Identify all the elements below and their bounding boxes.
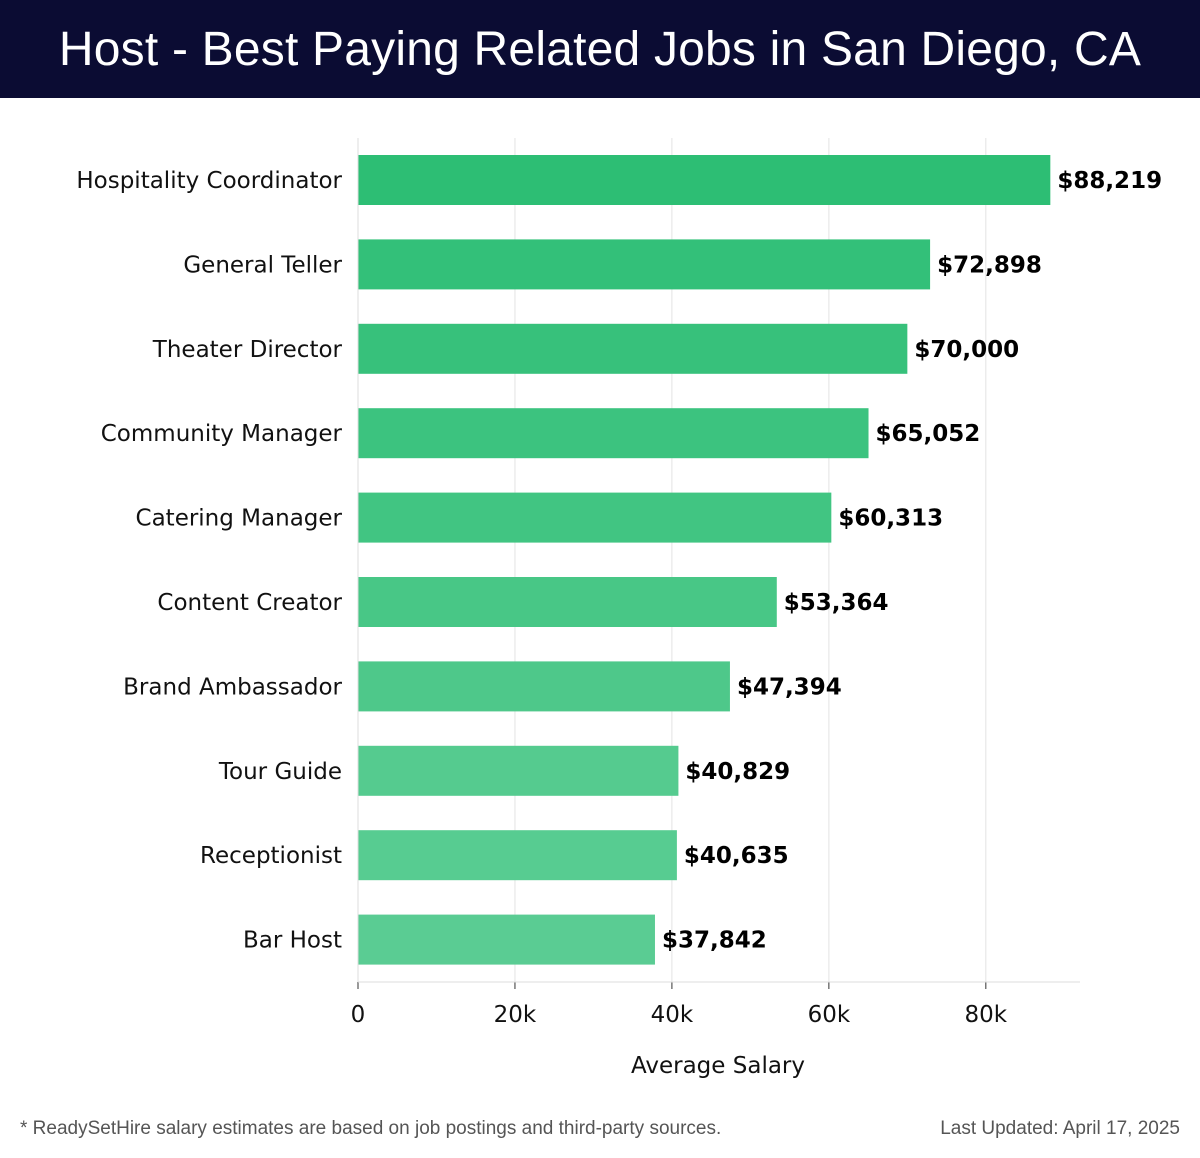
chart-header: Host - Best Paying Related Jobs in San D… (0, 0, 1200, 98)
x-tick-label: 20k (494, 1002, 537, 1028)
chart-title: Host - Best Paying Related Jobs in San D… (58, 22, 1142, 76)
bar (358, 661, 730, 712)
footer-note: * ReadySetHire salary estimates are base… (20, 1118, 722, 1139)
x-tick-label: 60k (808, 1002, 851, 1028)
value-label: $72,898 (937, 252, 1042, 278)
value-label: $40,635 (684, 843, 789, 869)
value-label: $40,829 (685, 759, 790, 785)
bar (358, 914, 655, 965)
bar (358, 155, 1051, 205)
category-labels: Hospitality Coordinator General Teller The… (76, 168, 342, 954)
bar (358, 745, 679, 796)
bar (358, 492, 832, 543)
value-label: $53,364 (784, 590, 889, 616)
bar (358, 408, 869, 459)
category-label: Community Manager (101, 421, 343, 447)
category-label: General Teller (183, 252, 342, 278)
bar (358, 830, 677, 881)
value-label: $37,842 (662, 928, 767, 954)
category-label: Hospitality Coordinator (76, 168, 342, 194)
value-labels: $88,219 $72,898 $70,000 $65,052 $60,313 $53,3… (662, 168, 1162, 954)
value-label: $88,219 (1057, 168, 1162, 194)
category-label: Receptionist (200, 843, 342, 869)
value-label: $65,052 (876, 421, 981, 447)
category-label: Tour Guide (218, 759, 342, 785)
bars (357, 138, 1051, 982)
salary-bar-chart: Hospitality Coordinator General Teller The… (76, 138, 1162, 1079)
x-tick-label: 80k (965, 1002, 1008, 1028)
last-updated: Last Updated: April 17, 2025 (940, 1118, 1180, 1139)
value-label: $70,000 (914, 337, 1019, 363)
bar (358, 323, 908, 374)
bar (358, 239, 931, 290)
category-label: Brand Ambassador (123, 674, 342, 700)
value-label: $60,313 (838, 506, 943, 532)
category-label: Theater Director (152, 337, 343, 363)
category-label: Bar Host (243, 928, 342, 954)
x-tick-label: 40k (651, 1002, 694, 1028)
x-axis-label: Average Salary (631, 1053, 805, 1079)
x-axis: 0 20k 40k 60k 80k (351, 981, 1080, 1028)
category-label: Catering Manager (136, 506, 343, 532)
category-label: Content Creator (157, 590, 342, 616)
x-tick-label: 0 (351, 1002, 366, 1028)
bar (358, 577, 777, 627)
value-label: $47,394 (737, 674, 842, 700)
